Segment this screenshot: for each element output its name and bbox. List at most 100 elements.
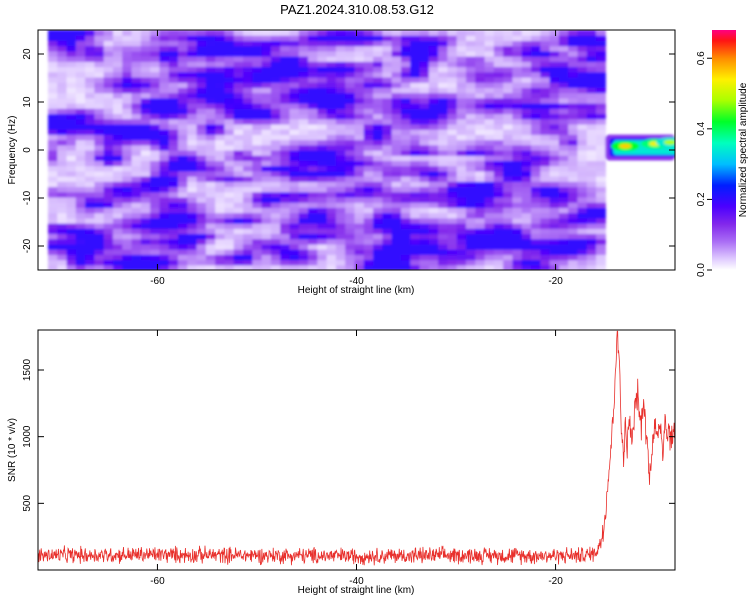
heatmap-cell bbox=[150, 103, 161, 109]
heatmap-cell bbox=[521, 50, 532, 57]
heatmap-cell bbox=[521, 228, 532, 235]
heatmap-cell bbox=[131, 217, 142, 224]
heatmap-cell bbox=[103, 71, 114, 78]
heatmap-cell bbox=[280, 50, 291, 57]
heatmap-cell bbox=[168, 92, 179, 99]
heatmap-cell bbox=[596, 134, 606, 141]
heatmap-cell bbox=[577, 170, 588, 177]
heatmap-cell bbox=[503, 108, 514, 115]
heatmap-cell bbox=[140, 113, 151, 120]
heatmap-cell bbox=[568, 181, 579, 188]
heatmap-cell bbox=[577, 50, 588, 57]
heatmap-cell bbox=[363, 186, 374, 193]
heatmap-cell bbox=[503, 129, 514, 135]
heatmap-cell bbox=[484, 233, 495, 240]
heatmap-cell bbox=[456, 50, 467, 57]
heatmap-cell bbox=[112, 160, 123, 167]
heatmap-cell bbox=[131, 233, 142, 240]
heatmap-cell bbox=[503, 50, 514, 57]
heatmap-cell bbox=[280, 259, 291, 266]
heatmap-cell bbox=[103, 212, 114, 219]
heatmap-cell bbox=[252, 249, 263, 255]
heatmap-cell bbox=[224, 259, 235, 266]
heatmap-cell bbox=[345, 76, 356, 83]
heatmap-cell bbox=[66, 264, 77, 270]
heatmap-cell bbox=[66, 144, 77, 151]
heatmap-cell bbox=[215, 150, 226, 156]
heatmap-cell bbox=[586, 82, 597, 88]
heatmap-cell bbox=[335, 45, 346, 52]
heatmap-cell bbox=[456, 217, 467, 224]
heatmap-cell bbox=[103, 82, 114, 88]
heatmap-cell bbox=[47, 30, 58, 36]
heatmap-cell bbox=[512, 191, 523, 198]
heatmap-cell bbox=[521, 97, 532, 104]
heatmap-cell bbox=[540, 45, 551, 52]
heatmap-cell bbox=[456, 30, 467, 36]
heatmap-cell bbox=[419, 71, 430, 78]
heatmap-cell bbox=[317, 233, 328, 240]
heatmap-cell bbox=[354, 35, 365, 42]
heatmap-cell bbox=[512, 129, 523, 135]
heatmap-cell bbox=[354, 66, 365, 73]
heatmap-cell bbox=[438, 238, 449, 245]
heatmap-cell bbox=[178, 66, 188, 73]
heatmap-cell bbox=[400, 191, 411, 198]
heatmap-cell bbox=[178, 134, 188, 141]
heatmap-cell bbox=[531, 129, 541, 135]
heatmap-cell bbox=[178, 87, 188, 94]
heatmap-cell bbox=[150, 35, 161, 42]
heatmap-cell bbox=[252, 97, 263, 104]
heatmap-cell bbox=[140, 243, 151, 250]
heatmap-cell bbox=[317, 50, 328, 57]
heatmap-cell bbox=[308, 150, 318, 156]
heatmap-cell bbox=[493, 202, 504, 208]
heatmap-cell bbox=[428, 170, 439, 177]
heatmap-cell bbox=[205, 264, 216, 270]
heatmap-cell bbox=[419, 61, 430, 68]
heatmap-cell bbox=[131, 129, 142, 135]
heatmap-cell bbox=[150, 97, 161, 104]
heatmap-cell bbox=[94, 202, 105, 208]
heatmap-cell bbox=[85, 228, 95, 235]
heatmap-cell bbox=[521, 30, 532, 36]
heatmap-cell bbox=[512, 217, 523, 224]
heatmap-cell bbox=[540, 97, 551, 104]
heatmap-cell bbox=[196, 207, 207, 214]
heatmap-cell bbox=[493, 238, 504, 245]
heatmap-cell bbox=[531, 254, 541, 261]
heatmap-cell bbox=[131, 45, 142, 52]
heatmap-cell bbox=[326, 196, 337, 203]
heatmap-cell bbox=[94, 259, 105, 266]
heatmap-cell bbox=[57, 233, 68, 240]
heatmap-cell bbox=[224, 212, 235, 219]
heatmap-cell bbox=[428, 160, 439, 167]
heatmap-cell bbox=[568, 264, 579, 270]
heatmap-cell bbox=[196, 249, 207, 255]
heatmap-cell bbox=[438, 144, 449, 151]
heatmap-cell bbox=[178, 212, 188, 219]
heatmap-cell bbox=[326, 238, 337, 245]
heatmap-cell bbox=[438, 150, 449, 156]
heatmap-cell bbox=[540, 92, 551, 99]
heatmap-cell bbox=[549, 61, 560, 68]
heatmap-cell bbox=[47, 40, 58, 47]
heatmap-cell bbox=[391, 243, 402, 250]
heatmap-cell bbox=[280, 134, 291, 141]
heatmap-cell bbox=[373, 45, 383, 52]
heatmap-cell bbox=[493, 196, 504, 203]
heatmap-cell bbox=[224, 50, 235, 57]
heatmap-cell bbox=[335, 35, 346, 42]
heatmap-cell bbox=[400, 243, 411, 250]
heatmap-cell bbox=[224, 129, 235, 135]
heatmap-cell bbox=[484, 238, 495, 245]
heatmap-cell bbox=[345, 45, 356, 52]
heatmap-cell bbox=[122, 144, 133, 151]
heatmap-cell bbox=[150, 186, 161, 193]
heatmap-cell bbox=[270, 181, 281, 188]
heatmap-cell bbox=[493, 129, 504, 135]
heatmap-cell bbox=[568, 61, 579, 68]
heatmap-cell bbox=[47, 264, 58, 270]
heatmap-cell bbox=[205, 134, 216, 141]
heatmap-cell bbox=[586, 123, 597, 130]
